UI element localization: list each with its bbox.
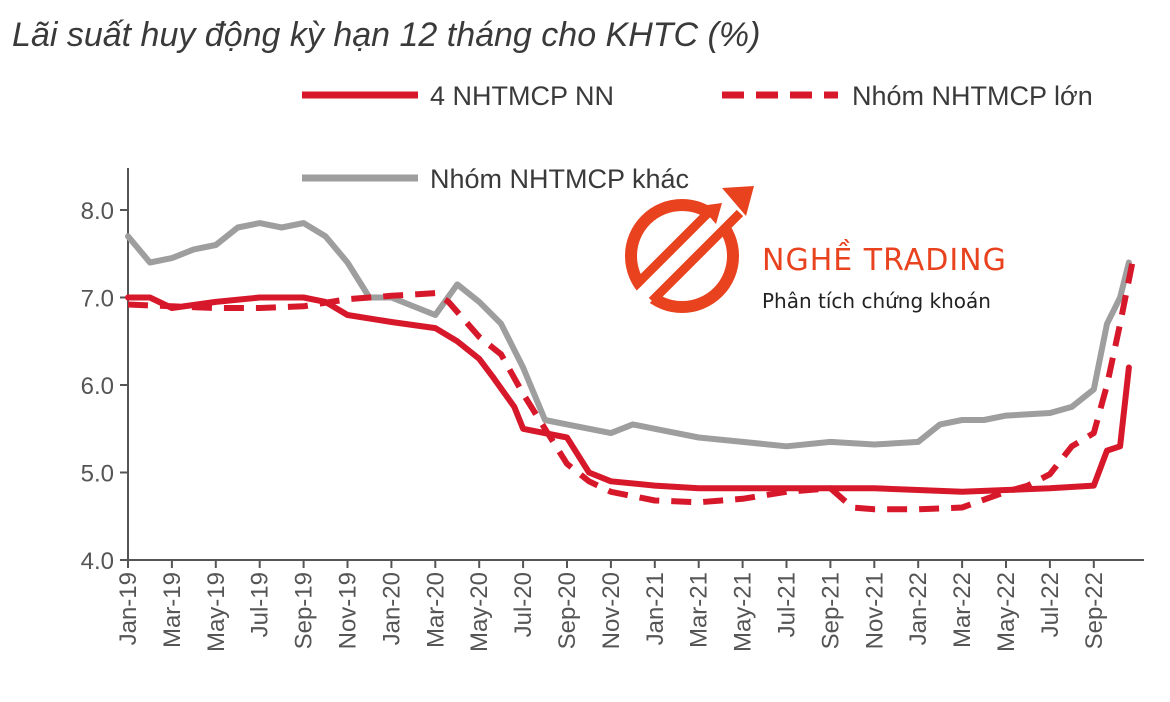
x-tick-label: Nov-20 [598,572,625,649]
y-ticks: 8.0 7.0 6.0 5.0 4.0 [81,198,128,575]
x-tick-label: Mar-20 [422,572,449,648]
logo-arrow-icon [648,209,744,305]
x-tick-label: Mar-21 [686,572,713,648]
x-tick-label: Jul-21 [774,572,801,637]
logo-arrow-icon [632,205,716,289]
x-tick-label: Mar-22 [949,572,976,648]
watermark-logo: NGHỀ TRADING Phân tích chứng khoán [625,186,1007,313]
y-tick-label: 6.0 [81,373,114,400]
legend-label-series-2: Nhóm NHTMCP lớn [852,81,1093,111]
legend-label-series-3: Nhóm NHTMCP khác [430,164,689,194]
x-tick-label: Sep-22 [1081,572,1108,649]
y-tick-label: 4.0 [81,548,114,575]
x-tick-label: Nov-19 [335,572,362,649]
x-tick-label: Jan-20 [378,572,405,645]
logo-arrowhead-icon [722,186,754,216]
series-lines [125,220,1137,513]
x-tick-label: Jan-21 [642,572,669,645]
y-tick-label: 8.0 [81,198,114,225]
x-tick-label: May-22 [993,572,1020,652]
trading-logo-icon [625,186,754,313]
watermark-name: NGHỀ TRADING [762,239,1007,278]
x-tick-label: Jul-20 [510,572,537,637]
x-tick-label: Sep-20 [554,572,581,649]
y-tick-label: 5.0 [81,461,114,488]
x-tick-label: Jul-19 [247,572,274,637]
logo-arrowhead-icon [700,203,722,224]
x-tick-label: Nov-21 [861,572,888,649]
x-tick-label: Mar-19 [159,572,186,648]
x-tick-label: May-21 [730,572,757,652]
legend-label-series-1: 4 NHTMCP NN [430,81,614,111]
x-tick-label: Jan-22 [905,572,932,645]
x-tick-label: Jan-19 [115,572,142,645]
x-tick-label: May-19 [203,572,230,652]
series-line-3 [125,220,1132,450]
x-ticks: Jan-19 Mar-19 May-19 Jul-19 Sep-19 Nov-19 Jan-… [115,560,1108,652]
series-line-2 [127,257,1137,513]
x-tick-label: Sep-19 [291,572,318,649]
watermark-tagline: Phân tích chứng khoán [762,289,991,313]
series-line-1 [125,294,1132,495]
x-tick-label: Sep-21 [817,572,844,649]
logo-ring-icon [625,199,739,313]
y-tick-label: 7.0 [81,286,114,313]
chart-title: Lãi suất huy động kỳ hạn 12 tháng cho KH… [12,16,760,54]
x-tick-label: May-20 [466,572,493,652]
x-tick-label: Jul-22 [1037,572,1064,637]
legend: 4 NHTMCP NN Nhóm NHTMCP lớn Nhóm NHTMCP … [302,81,1093,194]
